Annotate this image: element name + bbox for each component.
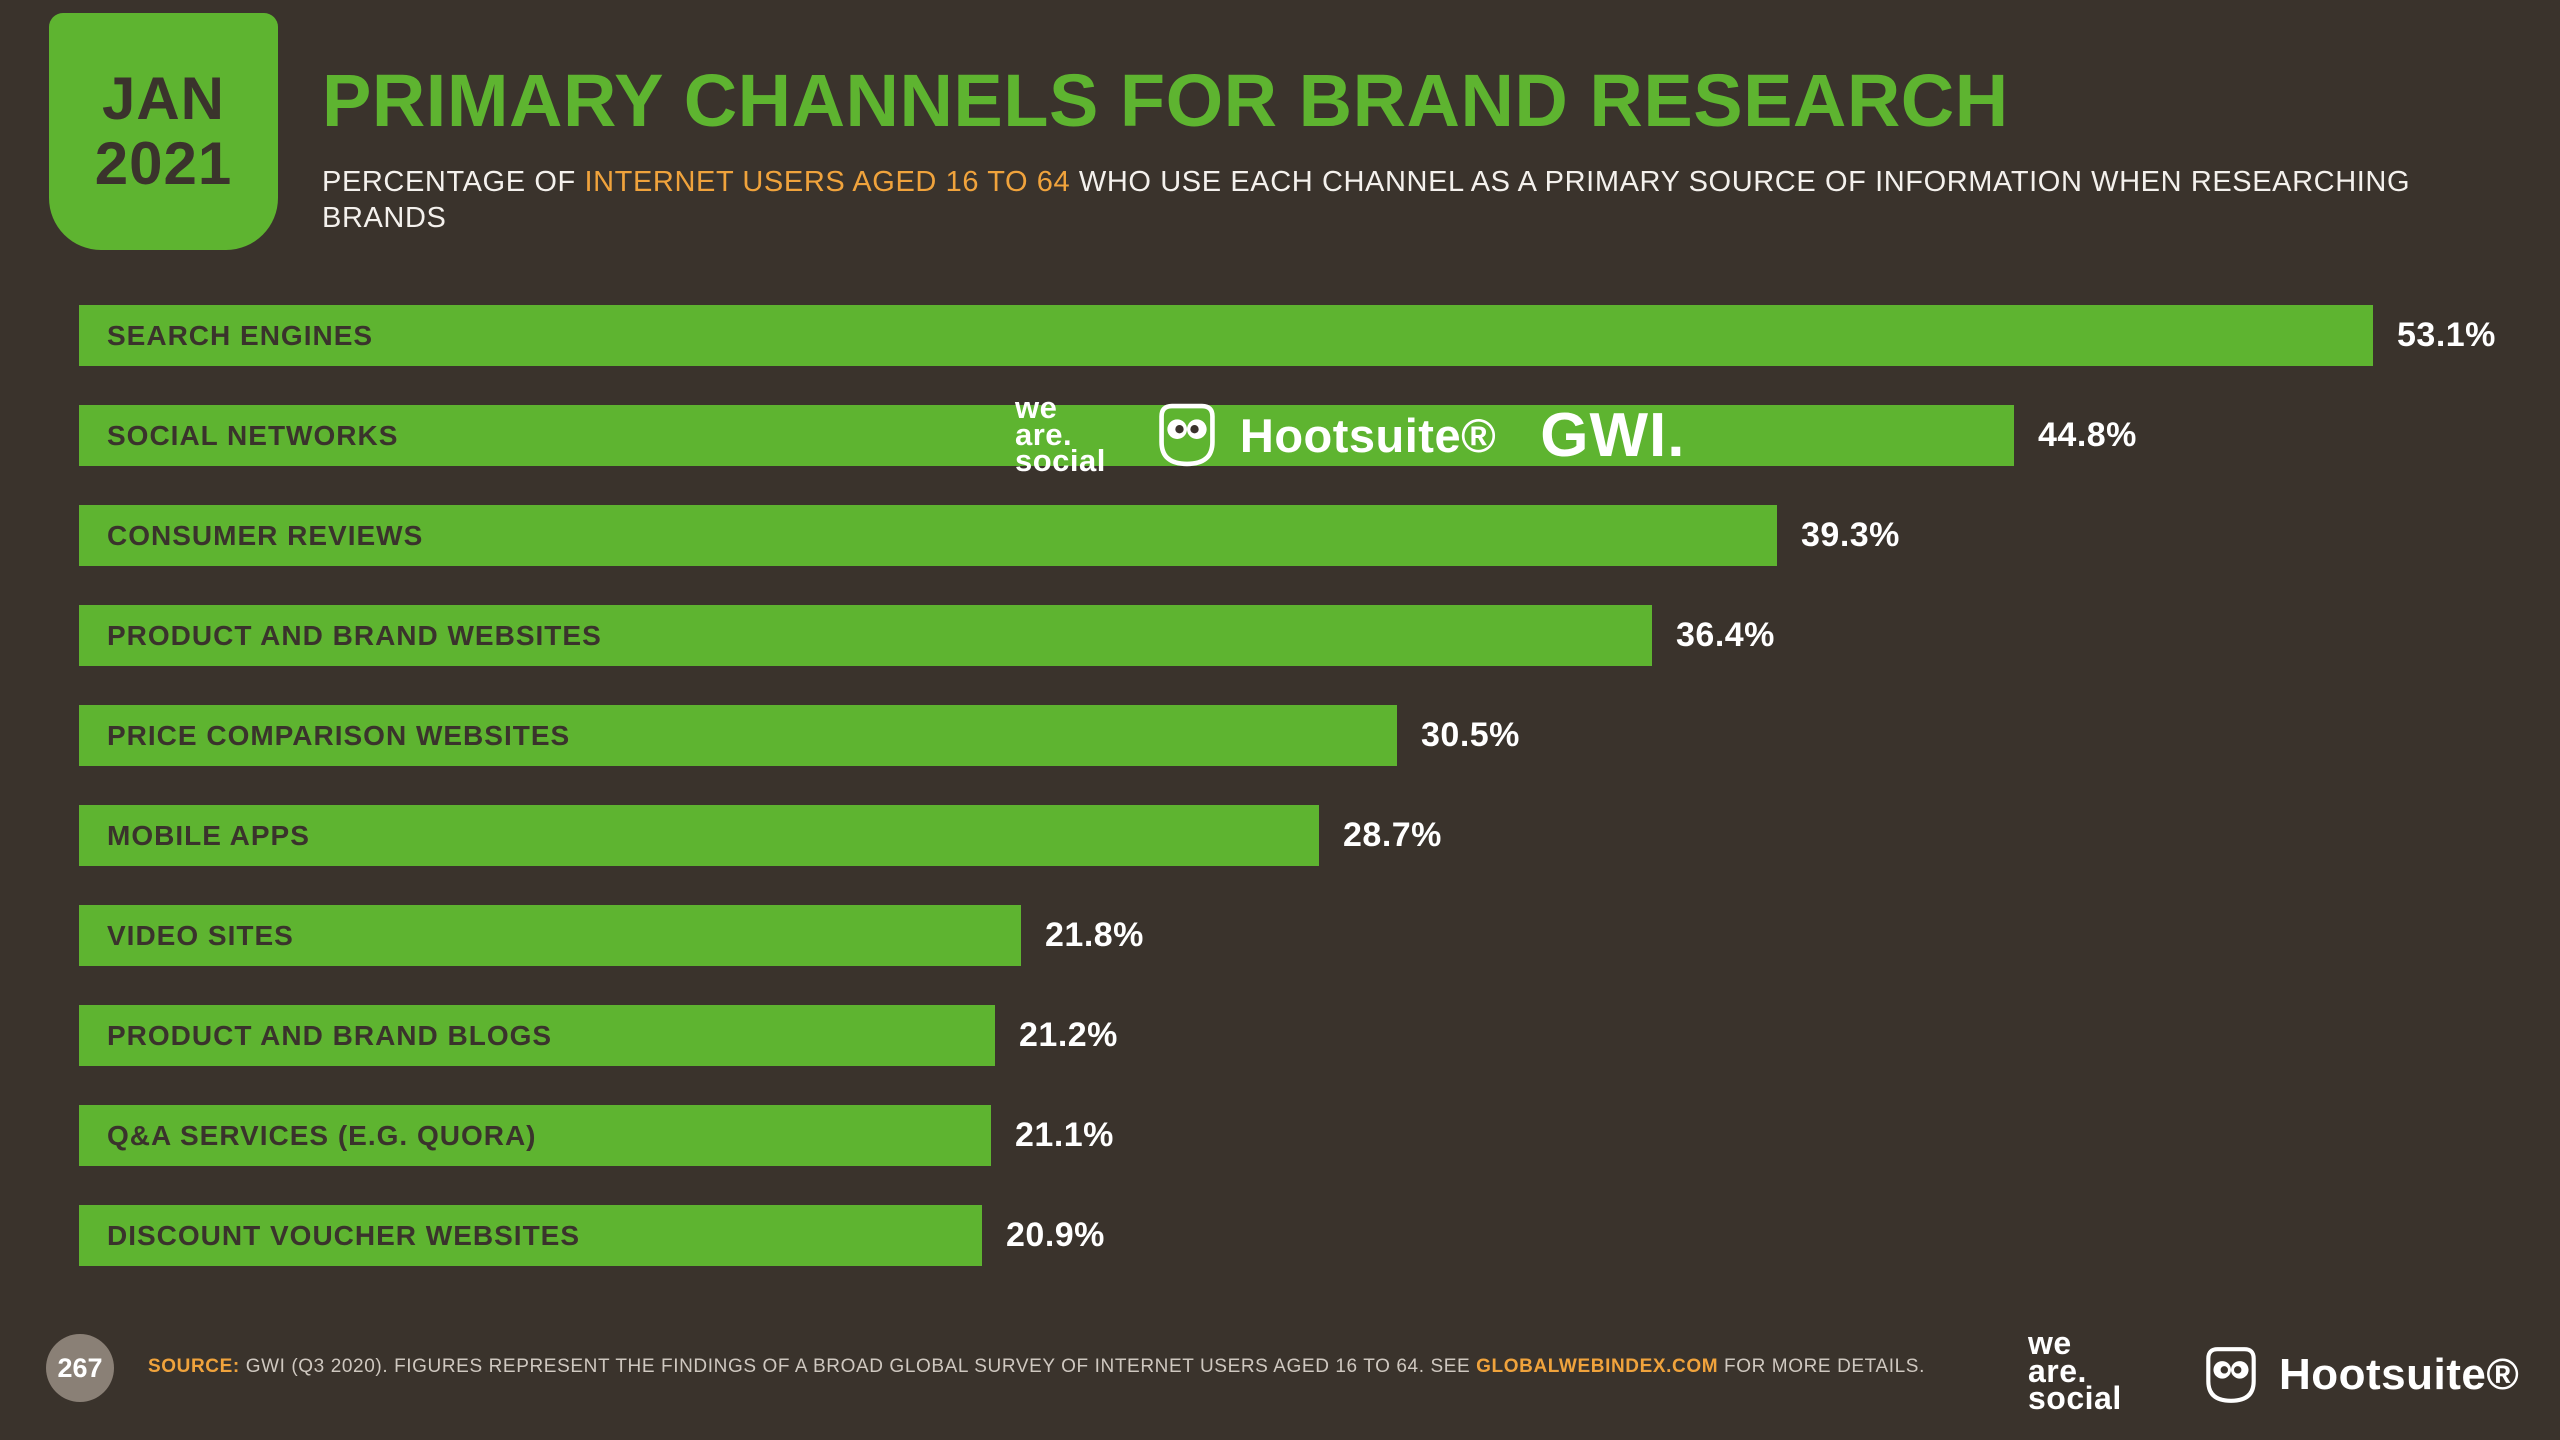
hootsuite-logo-text: Hootsuite®: [1239, 408, 1497, 462]
date-badge-year: 2021: [94, 129, 233, 197]
footer-hootsuite-logo: Hootsuite®: [2198, 1342, 2519, 1408]
bar-row: MOBILE APPS 28.7%: [79, 805, 2520, 866]
footer-we-are-social-logo: we are. social: [2028, 1325, 2122, 1417]
brand-watermark: we are. social Hootsuite® GWI.: [1015, 377, 1685, 493]
we-are-social-logo: we are. social: [1015, 390, 1106, 479]
bar-1: SOCIAL NETWORKS: [79, 405, 2014, 466]
source-note: SOURCE: GWI (Q3 2020). FIGURES REPRESENT…: [148, 1356, 2000, 1378]
source-link[interactable]: GLOBALWEBINDEX.COM: [1476, 1356, 1719, 1377]
bar-category-label: PRODUCT AND BRAND WEBSITES: [107, 619, 602, 651]
we-are-social-line: we: [2028, 1325, 2072, 1361]
bar-row: PRICE COMPARISON WEBSITES 30.5%: [79, 705, 2520, 766]
bar-row: PRODUCT AND BRAND WEBSITES 36.4%: [79, 605, 2520, 666]
bar-value-label: 39.3%: [1801, 516, 1900, 554]
bar-rows: SEARCH ENGINES 53.1% SOCIAL NETWORKS 44.8% C…: [79, 305, 2520, 1266]
bar-value-label: 36.4%: [1676, 616, 1775, 654]
bar-value-label: 21.8%: [1045, 916, 1144, 954]
bar-category-label: SEARCH ENGINES: [107, 319, 374, 351]
source-label: SOURCE:: [148, 1356, 240, 1377]
source-body: GWI (Q3 2020). FIGURES REPRESENT THE FIN…: [239, 1356, 1477, 1377]
bar-3: PRODUCT AND BRAND WEBSITES: [79, 605, 1652, 666]
page-title: PRIMARY CHANNELS FOR BRAND RESEARCH: [322, 59, 2009, 142]
bar-category-label: PRICE COMPARISON WEBSITES: [107, 719, 571, 751]
bar-category-label: Q&A SERVICES (E.G. QUORA): [107, 1119, 537, 1151]
we-are-social-line: are.: [1015, 416, 1073, 452]
source-tail: FOR MORE DETAILS.: [1718, 1356, 1925, 1377]
bar-9: DISCOUNT VOUCHER WEBSITES: [79, 1205, 982, 1266]
bar-category-label: VIDEO SITES: [107, 919, 294, 951]
bar-value-label: 44.8%: [2038, 416, 2137, 454]
bar-row: PRODUCT AND BRAND BLOGS 21.2%: [79, 1005, 2520, 1066]
bar-value-label: 20.9%: [1006, 1216, 1105, 1254]
subtitle-highlight: INTERNET USERS AGED 16 TO 64: [584, 166, 1071, 198]
we-are-social-line: social: [2028, 1380, 2122, 1417]
date-badge: JAN 2021: [49, 13, 278, 250]
bar-5: MOBILE APPS: [79, 805, 1319, 866]
we-are-social-line: social: [1015, 443, 1106, 479]
bar-chart: SEARCH ENGINES 53.1% SOCIAL NETWORKS 44.8% C…: [79, 305, 2520, 1305]
bar-0: SEARCH ENGINES: [79, 305, 2373, 366]
bar-6: VIDEO SITES: [79, 905, 1021, 966]
bar-row: VIDEO SITES 21.8%: [79, 905, 2520, 966]
page-number-badge: 267: [46, 1334, 114, 1402]
bar-row: DISCOUNT VOUCHER WEBSITES 20.9%: [79, 1205, 2520, 1266]
we-are-social-line: are.: [2028, 1352, 2087, 1389]
bar-4: PRICE COMPARISON WEBSITES: [79, 705, 1397, 766]
bar-value-label: 28.7%: [1343, 816, 1442, 854]
bar-row: SEARCH ENGINES 53.1%: [79, 305, 2520, 366]
bar-category-label: SOCIAL NETWORKS: [107, 419, 399, 451]
hootsuite-owl-icon: [1150, 398, 1224, 472]
bar-category-label: CONSUMER REVIEWS: [107, 519, 424, 551]
subtitle-prefix: PERCENTAGE OF: [322, 166, 585, 198]
bar-category-label: MOBILE APPS: [107, 819, 310, 851]
page-subtitle: PERCENTAGE OF INTERNET USERS AGED 16 TO …: [322, 164, 2500, 237]
bar-row: CONSUMER REVIEWS 39.3%: [79, 505, 2520, 566]
gwi-logo: GWI.: [1540, 400, 1686, 470]
hootsuite-logo: Hootsuite®: [1150, 398, 1496, 472]
date-badge-month: JAN: [101, 64, 226, 132]
subtitle-suffix: WHO USE EACH CHANNEL AS A PRIMARY SOURCE…: [322, 166, 2411, 235]
bar-value-label: 21.2%: [1019, 1016, 1118, 1054]
bar-value-label: 53.1%: [2397, 316, 2496, 354]
bar-value-label: 30.5%: [1421, 716, 1520, 754]
bar-category-label: PRODUCT AND BRAND BLOGS: [107, 1019, 553, 1051]
bar-row: SOCIAL NETWORKS 44.8%: [79, 405, 2520, 466]
hootsuite-owl-icon: [2198, 1342, 2264, 1408]
we-are-social-line: we: [1015, 390, 1058, 426]
bar-value-label: 21.1%: [1015, 1116, 1114, 1154]
bar-7: PRODUCT AND BRAND BLOGS: [79, 1005, 995, 1066]
header: PRIMARY CHANNELS FOR BRAND RESEARCH PERC…: [322, 64, 2500, 237]
bar-2: CONSUMER REVIEWS: [79, 505, 1777, 566]
bar-8: Q&A SERVICES (E.G. QUORA): [79, 1105, 991, 1166]
bar-category-label: DISCOUNT VOUCHER WEBSITES: [107, 1219, 581, 1251]
hootsuite-logo-text: Hootsuite®: [2279, 1350, 2520, 1399]
bar-row: Q&A SERVICES (E.G. QUORA) 21.1%: [79, 1105, 2520, 1166]
